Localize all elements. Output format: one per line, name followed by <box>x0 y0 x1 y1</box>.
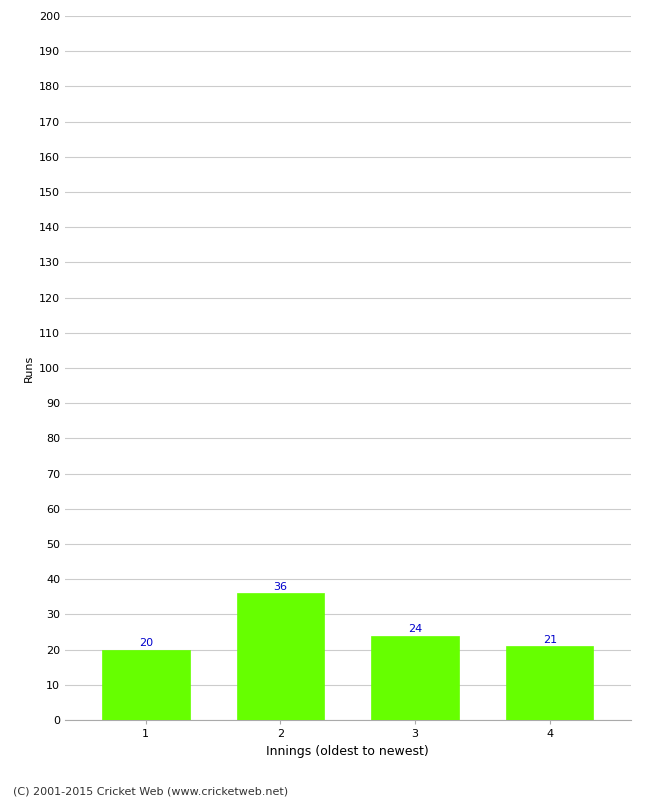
Text: 24: 24 <box>408 624 422 634</box>
Text: 20: 20 <box>138 638 153 648</box>
Bar <box>102 650 190 720</box>
Text: 36: 36 <box>274 582 287 592</box>
X-axis label: Innings (oldest to newest): Innings (oldest to newest) <box>266 745 429 758</box>
Bar <box>506 646 593 720</box>
Text: (C) 2001-2015 Cricket Web (www.cricketweb.net): (C) 2001-2015 Cricket Web (www.cricketwe… <box>13 786 288 796</box>
Bar <box>371 635 459 720</box>
Bar <box>237 594 324 720</box>
Text: 21: 21 <box>543 634 557 645</box>
Y-axis label: Runs: Runs <box>23 354 33 382</box>
